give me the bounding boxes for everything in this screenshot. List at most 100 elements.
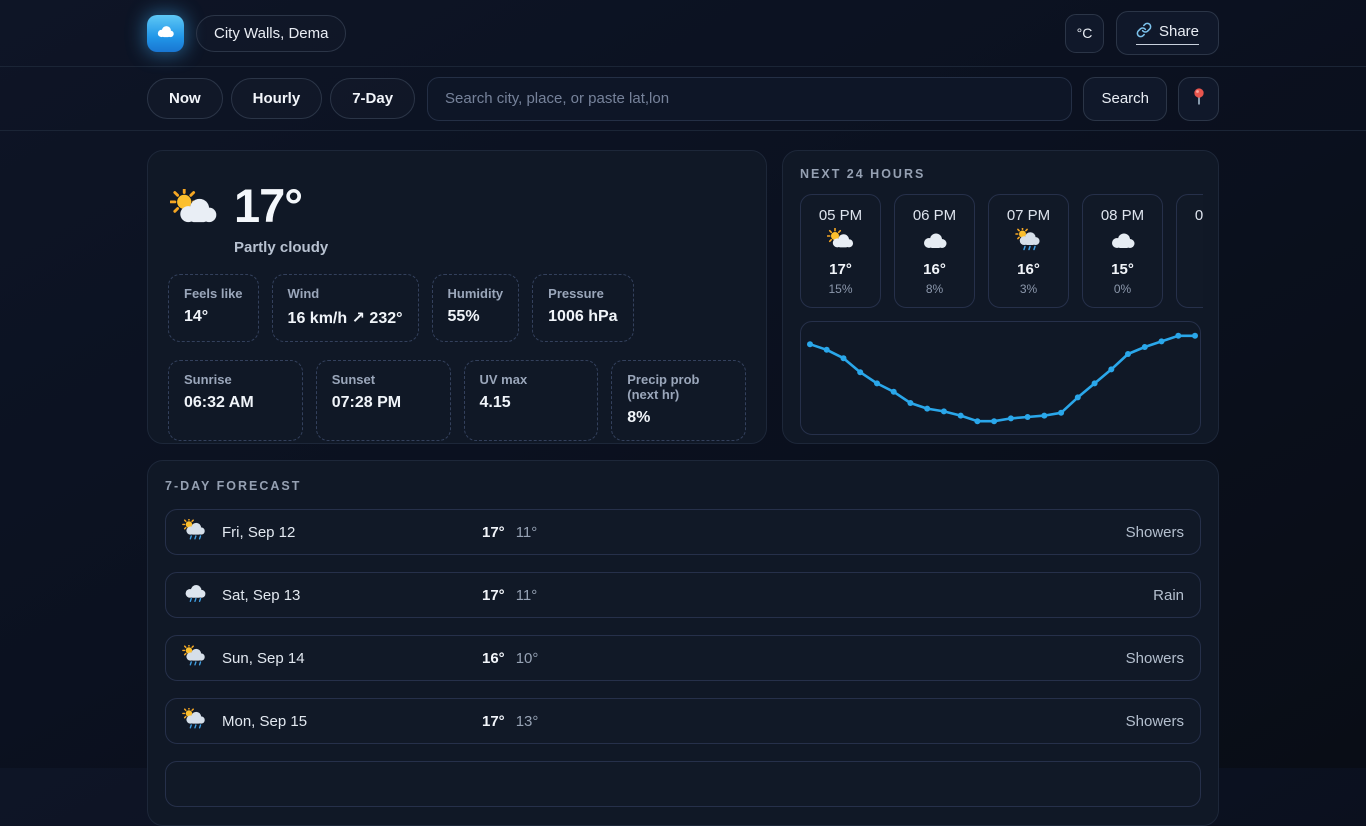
stat-value: 06:32 AM [184,394,254,412]
tab-7day[interactable]: 7-Day [330,78,416,119]
forecast-day-left: Sun, Sep 14 [182,643,482,672]
current-condition: Partly cloudy [234,239,329,257]
stat-tile: Feels like 14° [168,274,259,343]
hour-weather-icon [921,228,948,257]
hour-temperature: 16° [923,261,946,278]
forecast-rows: Fri, Sep 12 17° 11° Showers Sat, Sep 13 17° 1… [165,509,1201,807]
current-conditions-card: 17° Partly cloudy Feels like 14° Wind 16 km… [147,150,767,444]
forecast-low-temp: 11° [515,586,538,604]
forecast-high-temp: 17° [482,523,505,541]
locate-button[interactable] [1178,76,1219,121]
day-weather-icon [182,643,207,672]
app-logo[interactable] [147,14,184,52]
share-button-label: Share [1158,23,1199,40]
stat-label: Sunrise [184,372,232,388]
hour-temperature: 17° [829,261,852,278]
current-weather-icon [169,181,218,234]
forecast-high-temp: 17° [482,586,505,604]
hour-time: 06 PM [912,207,957,224]
top-bar: City Walls, Dema °C Share [0,0,1366,67]
stat-label: UV max [479,372,528,388]
forecast-day-name: Sun, Sep 14 [222,649,305,667]
day-weather-icon [182,706,207,735]
hour-temperature: 16° [1017,261,1040,278]
hour-time: 09 PM [1194,207,1203,224]
current-stats-row-1: Feels like 14° Wind 16 km/h ↗ 232° Humidity 5… [168,274,746,343]
forecast-low-temp: 10° [515,649,539,667]
search-button[interactable]: Search [1083,76,1167,121]
stat-tile: Wind 16 km/h ↗ 232° [271,274,419,343]
hour-card: 09 PM 14°0% [1176,194,1203,308]
stat-value: 16 km/h ↗ 232° [287,310,403,328]
forecast-high-temp: 17° [482,712,505,730]
unit-toggle-button[interactable]: °C [1064,13,1104,53]
hour-card: 07 PM 16° 3% [988,194,1069,308]
current-stats-row-2: Sunrise 06:32 AM Sunset 07:28 PM UV max 4.15 P… [168,360,746,442]
stat-label: Feels like [184,286,243,302]
stat-tile: Sunrise 06:32 AM [168,360,303,442]
stat-label: Humidity [447,286,504,302]
stat-label: Precip prob (next hr) [627,372,700,403]
next-24-hours-title: NEXT 24 HOURS [800,167,926,181]
forecast-condition: Showers [1125,649,1184,667]
forecast-day-temps: 17° 11° [482,524,537,541]
stat-value: 55% [447,308,480,326]
tab-now[interactable]: Now [147,78,223,119]
forecast-day-temps: 17° 11° [482,587,537,604]
forecast-condition: Showers [1125,523,1184,541]
hour-weather-icon [1015,226,1042,257]
stat-value: 07:28 PM [331,394,402,412]
forecast-day-name: Sat, Sep 13 [222,586,301,604]
hour-time: 07 PM [1006,207,1051,224]
search-input[interactable] [427,76,1073,121]
hour-weather-icon [826,227,854,257]
hour-precip-probability: 0% [1113,282,1132,296]
temperature-line-chart [807,332,1198,425]
share-button[interactable]: Share [1115,11,1219,55]
forecast-low-temp: 11° [515,523,538,541]
hour-time: 08 PM [1100,207,1145,224]
location-pill[interactable]: City Walls, Dema [196,14,347,52]
stat-tile: Precip prob (next hr) 8% [611,360,746,442]
table-row[interactable]: Sat, Sep 13 17° 11° Rain [165,572,1201,618]
pin-icon [1189,87,1209,110]
table-row[interactable]: Fri, Sep 12 17° 11° Showers [165,509,1201,555]
forecast-day-temps: 16° 10° [482,650,538,667]
forecast-day-left: Sat, Sep 13 [182,582,482,609]
day-weather-icon [182,517,207,546]
forecast-day-left: Mon, Sep 15 [182,706,482,735]
stat-label: Wind [287,286,320,302]
hour-precip-probability: 8% [925,282,944,296]
stat-tile: Sunset 07:28 PM [315,360,451,442]
hour-card: 05 PM 17° 15% [800,194,881,308]
forecast-low-temp: 13° [515,712,539,730]
forecast-condition: Rain [1153,586,1184,604]
tab-hourly[interactable]: Hourly [230,78,323,119]
current-temperature: 17° [234,179,303,232]
forecast-condition: Showers [1125,712,1184,730]
forecast-day-name: Mon, Sep 15 [222,712,308,730]
hour-card: 08 PM 15° 0% [1082,194,1163,308]
forecast-day-name: Fri, Sep 12 [222,523,296,541]
stat-value: 14° [184,308,209,326]
forecast-day-left: Fri, Sep 12 [182,517,482,546]
hour-temperature: 15° [1111,261,1134,278]
forecast-day-temps: 17° 13° [482,713,538,730]
main-content: 17° Partly cloudy Feels like 14° Wind 16 km… [0,131,1366,826]
forecast-high-temp: 16° [482,649,505,667]
table-row[interactable]: Sun, Sep 14 16° 10° Showers [165,635,1201,681]
table-row[interactable]: Mon, Sep 15 17° 13° Showers [165,698,1201,744]
hour-card: 06 PM 16° 8% [894,194,975,308]
temperature-trend-chart [800,321,1201,435]
hour-precip-probability: 15% [828,282,853,296]
hourly-strip[interactable]: 05 PM 17° 15% 06 PM 16° 8% 07 PM 16° 3% 08 PM … [800,194,1203,308]
hour-time: 05 PM [818,207,863,224]
seven-day-forecast-title: 7-DAY FORECAST [165,479,302,493]
day-weather-icon [182,582,207,609]
hour-precip-probability: 3% [1019,282,1038,296]
link-icon [1136,22,1152,42]
nav-bar: Now Hourly 7-Day Search [0,67,1366,131]
stat-tile: Humidity 55% [431,274,520,343]
cloud-logo-icon [155,23,177,44]
stat-label: Pressure [548,286,604,302]
